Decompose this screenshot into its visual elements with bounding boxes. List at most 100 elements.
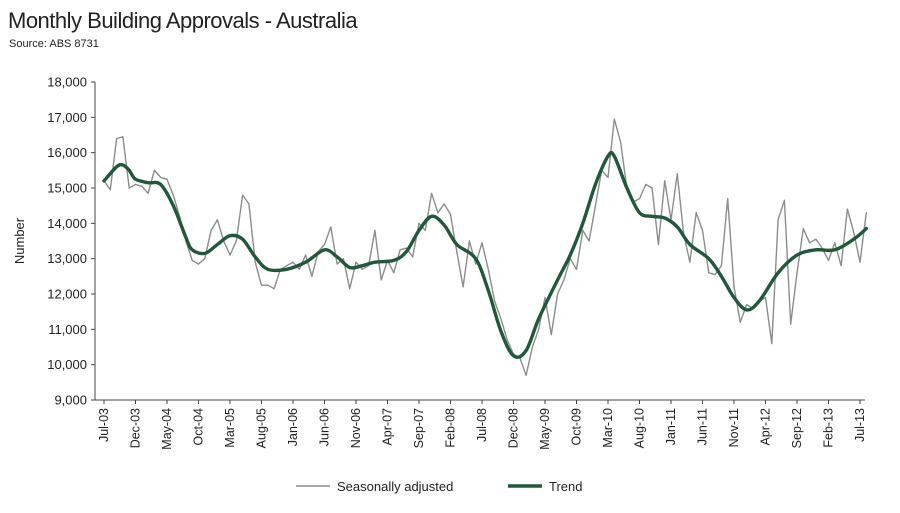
trend-point (393, 259, 395, 262)
x-tick-label: May-04 (160, 408, 174, 450)
trend-point (147, 181, 149, 184)
seasonally-adjusted-point (620, 141, 622, 143)
series-trend-line (102, 150, 868, 359)
trend-point (405, 250, 408, 253)
x-tick-label: Mar-05 (223, 408, 237, 448)
trend-point (374, 261, 376, 264)
seasonally-adjusted-point (128, 187, 130, 189)
seasonally-adjusted-point (575, 268, 578, 270)
seasonally-adjusted-point (708, 272, 710, 274)
seasonally-adjusted-point (720, 265, 723, 267)
seasonally-adjusted-point (733, 286, 735, 288)
seasonally-adjusted-point (305, 254, 307, 256)
x-tick-label: Jun-11 (696, 408, 710, 445)
seasonally-adjusted-point (109, 189, 111, 191)
x-tick-label: Apr-07 (381, 408, 395, 446)
seasonally-adjusted-point (563, 279, 565, 281)
seasonally-adjusted-point (260, 284, 263, 286)
trend-point (216, 243, 219, 246)
seasonally-adjusted-point (267, 284, 269, 286)
trend-point (796, 254, 798, 256)
x-tick-label: Oct-04 (192, 408, 206, 446)
seasonally-adjusted-point (739, 321, 741, 323)
x-tick-label: Feb-13 (822, 408, 836, 448)
trend-point (204, 252, 206, 255)
seasonally-adjusted-point (859, 261, 861, 263)
trend-point (500, 330, 502, 332)
seasonally-adjusted-point (197, 263, 200, 265)
seasonally-adjusted-point (393, 272, 395, 274)
seasonally-adjusted-point (443, 203, 445, 205)
x-tick-label: Dec-03 (129, 408, 143, 448)
trend-point (865, 227, 868, 230)
trend-point (651, 215, 653, 218)
seasonally-adjusted-point (834, 242, 836, 244)
seasonally-adjusted-point (229, 254, 231, 256)
seasonally-adjusted-point (172, 194, 174, 196)
seasonally-adjusted-point (701, 229, 704, 231)
y-tick-label: 18,000 (47, 75, 87, 90)
seasonally-adjusted-point (846, 208, 849, 210)
trend-point (676, 226, 679, 228)
seasonally-adjusted-point (292, 261, 294, 263)
trend-point (638, 211, 641, 214)
trend-point (172, 204, 175, 207)
x-tick-label: Dec-08 (507, 408, 521, 448)
seasonally-adjusted-point (216, 219, 218, 221)
seasonally-adjusted-point (116, 137, 118, 140)
trend-point (834, 249, 836, 251)
trend-point (159, 183, 162, 186)
y-tick-label: 9,000 (54, 393, 87, 408)
x-tick-label: Apr-12 (759, 408, 773, 446)
seasonally-adjusted-point (500, 318, 502, 320)
trend-point (418, 229, 420, 232)
seasonally-adjusted-point (235, 240, 237, 242)
seasonally-adjusted-point (853, 231, 855, 233)
trend-point (115, 166, 118, 168)
seasonally-adjusted-point (418, 222, 420, 224)
seasonally-adjusted-point (796, 272, 798, 274)
seasonally-adjusted-point (777, 219, 779, 221)
trend-point (323, 249, 326, 251)
seasonally-adjusted-point (676, 173, 678, 175)
x-tick-label: Feb-08 (444, 408, 458, 448)
seasonally-adjusted-point (809, 242, 811, 244)
seasonally-adjusted-point (349, 288, 351, 290)
trend-point (594, 183, 597, 186)
seasonally-adjusted-point (494, 300, 496, 302)
seasonally-adjusted-point (827, 259, 830, 261)
x-tick-label: Sep-07 (412, 408, 426, 448)
series-seasonally-adjusted-line (103, 118, 867, 376)
legend-trend-label: Trend (549, 479, 582, 494)
seasonally-adjusted-point (153, 169, 155, 171)
seasonally-adjusted-point (582, 229, 584, 231)
seasonally-adjusted-point (727, 198, 729, 200)
x-tick-label: Jul-03 (97, 408, 111, 442)
x-tick-label: Aug-10 (633, 408, 647, 448)
seasonally-adjusted-point (374, 229, 376, 231)
seasonally-adjusted-point (746, 304, 748, 306)
trend-point (720, 275, 723, 278)
y-tick-label: 14,000 (47, 216, 87, 231)
trend-point (304, 261, 307, 264)
seasonally-adjusted-point (594, 205, 597, 207)
y-tick-label: 11,000 (48, 322, 87, 337)
seasonally-adjusted-point (147, 192, 149, 194)
seasonally-adjusted-point (342, 258, 344, 260)
trend-point (128, 169, 130, 172)
seasonally-adjusted-point (204, 258, 206, 260)
y-axis-label: Number (12, 217, 27, 264)
trend-point (607, 155, 609, 157)
trend-point (122, 164, 124, 166)
seasonally-adjusted-point (412, 256, 414, 258)
seasonally-adjusted-point (802, 228, 804, 230)
seasonally-adjusted-point (783, 199, 786, 201)
trend-point (361, 264, 364, 267)
y-tick-label: 15,000 (47, 181, 87, 196)
trend-point (267, 268, 269, 271)
seasonally-adjusted-point (645, 183, 647, 186)
trend-point (582, 222, 584, 225)
seasonally-adjusted-point (544, 296, 546, 299)
seasonally-adjusted-point (431, 192, 433, 194)
trend-point (191, 249, 193, 251)
